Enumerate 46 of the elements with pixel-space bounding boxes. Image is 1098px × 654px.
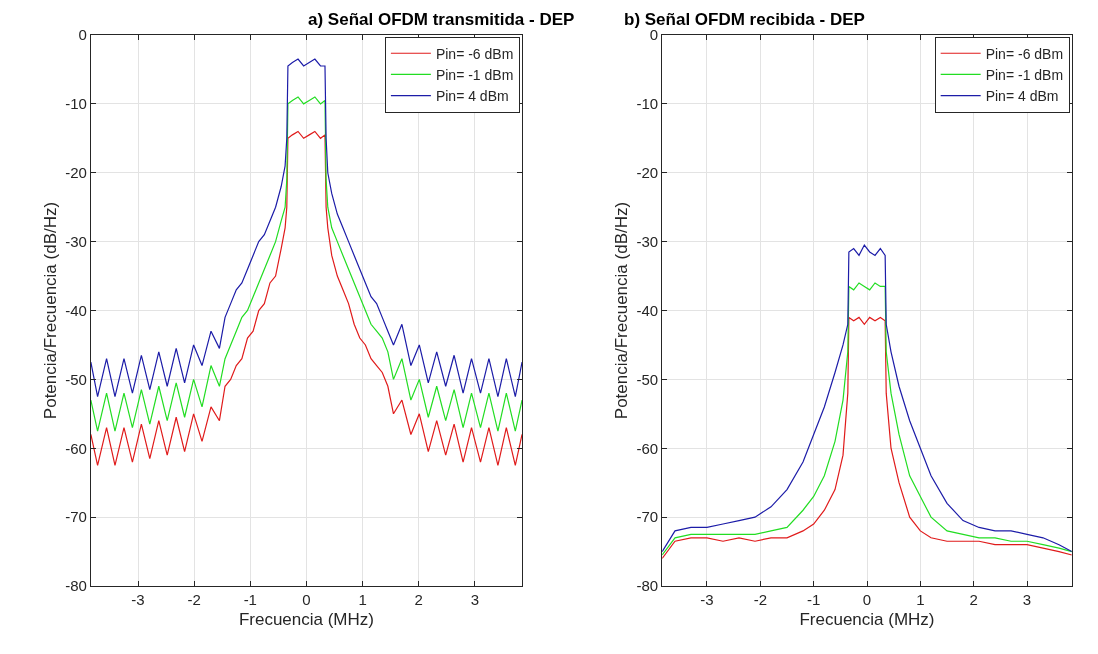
line-series (90, 58, 523, 398)
y-tick-label: -50 (65, 370, 87, 388)
x-tick-label: -3 (131, 591, 145, 608)
y-tick-label: -10 (65, 95, 87, 113)
legend-label: Pin= -6 dBm (985, 45, 1064, 62)
line-series (90, 130, 523, 467)
x-tick-label: 0 (302, 591, 311, 608)
y-tick-label: -20 (65, 164, 87, 181)
x-tick-label: -2 (187, 591, 201, 608)
y-tick-label: -10 (636, 95, 659, 113)
x-tick-label: 3 (1022, 591, 1032, 608)
x-tick-label: -3 (700, 591, 714, 608)
y-tick-label: -80 (636, 577, 659, 595)
y-tick-label: -40 (65, 301, 87, 319)
y-tick-label: -70 (65, 508, 87, 526)
x-tick-label: 3 (470, 591, 480, 608)
y-tick-label: -20 (636, 164, 659, 181)
legend-label: Pin= -1 dBm (985, 66, 1064, 83)
y-tick-label: -30 (65, 232, 87, 250)
x-tick-label: 0 (862, 591, 872, 608)
x-tick-label: 1 (916, 591, 925, 608)
y-tick-label: -50 (636, 370, 659, 388)
y-tick-label: -70 (636, 508, 659, 526)
legend-label: Pin= -6 dBm (435, 45, 514, 62)
y-axis-title: Potencia/Frecuencia (dB/Hz) (40, 201, 60, 420)
y-tick-label: -80 (65, 577, 87, 595)
x-tick-label: -1 (807, 591, 821, 608)
x-tick-label: 2 (414, 591, 423, 608)
legend-label: Pin= 4 dBm (985, 88, 1059, 105)
legend-label: Pin= -1 dBm (435, 66, 514, 83)
y-axis-title: Potencia/Frecuencia (dB/Hz) (612, 201, 632, 420)
x-axis-title: Frecuencia (MHz) (238, 610, 374, 630)
y-tick-label: -30 (636, 232, 659, 250)
y-tick-label: -40 (636, 301, 659, 319)
x-tick-label: -1 (243, 591, 257, 608)
x-tick-label: -2 (753, 591, 767, 608)
chart-title: b) Señal OFDM recibida - DEP (624, 10, 865, 29)
legend-label: Pin= 4 dBm (435, 88, 509, 105)
y-tick-label: -60 (65, 439, 87, 457)
y-tick-label: 0 (649, 26, 659, 44)
x-tick-label: 2 (969, 591, 978, 608)
chart-title: a) Señal OFDM transmitida - DEP (308, 10, 575, 29)
x-axis-title: Frecuencia (MHz) (799, 610, 935, 630)
x-tick-label: 1 (358, 591, 367, 608)
y-tick-label: -60 (636, 439, 659, 457)
y-tick-label: 0 (78, 26, 87, 44)
